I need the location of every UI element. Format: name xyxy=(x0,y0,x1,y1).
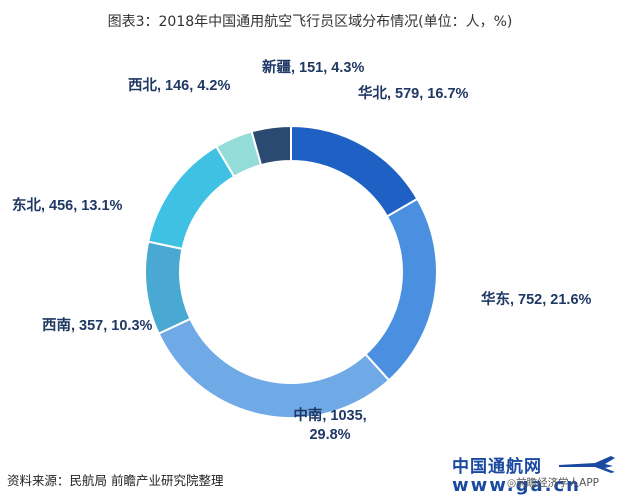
chart-title: 图表3：2018年中国通用航空飞行员区域分布情况(单位：人，%) xyxy=(107,14,513,30)
donut-slices xyxy=(144,124,438,419)
data-label-中南-2: 29.8% xyxy=(309,427,350,443)
slice-华东 xyxy=(364,197,438,382)
data-label-西北: 西北, 146, 4.2% xyxy=(128,77,230,94)
slice-中南 xyxy=(157,317,391,419)
slice-新疆 xyxy=(250,124,292,167)
ga-logo-name: 中国通航网 xyxy=(452,457,542,477)
app-watermark: ◎前瞻经济学人APP xyxy=(507,477,600,489)
data-label-中南-1: 中南, 1035, xyxy=(293,406,366,424)
ga-logo: 中国通航网 www.ga.cn xyxy=(452,452,581,496)
data-label-东北: 东北, 456, 13.1% xyxy=(12,196,123,214)
slice-华北 xyxy=(290,124,419,218)
data-label-西南: 西南, 357, 10.3% xyxy=(42,316,153,334)
data-labels: 华北, 579, 16.7% 华东, 752, 21.6% 中南, 1035, 29.… xyxy=(12,58,592,443)
ga-logo-url: www.ga.cn xyxy=(452,475,581,496)
data-label-新疆: 新疆, 151, 4.3% xyxy=(262,58,364,76)
source-note: 资料来源：民航局 前瞻产业研究院整理 xyxy=(7,473,224,488)
data-label-华东: 华东, 752, 21.6% xyxy=(481,290,592,308)
plane-icon xyxy=(559,456,615,473)
slice-东北 xyxy=(147,145,236,251)
data-label-华北: 华北, 579, 16.7% xyxy=(358,84,469,102)
